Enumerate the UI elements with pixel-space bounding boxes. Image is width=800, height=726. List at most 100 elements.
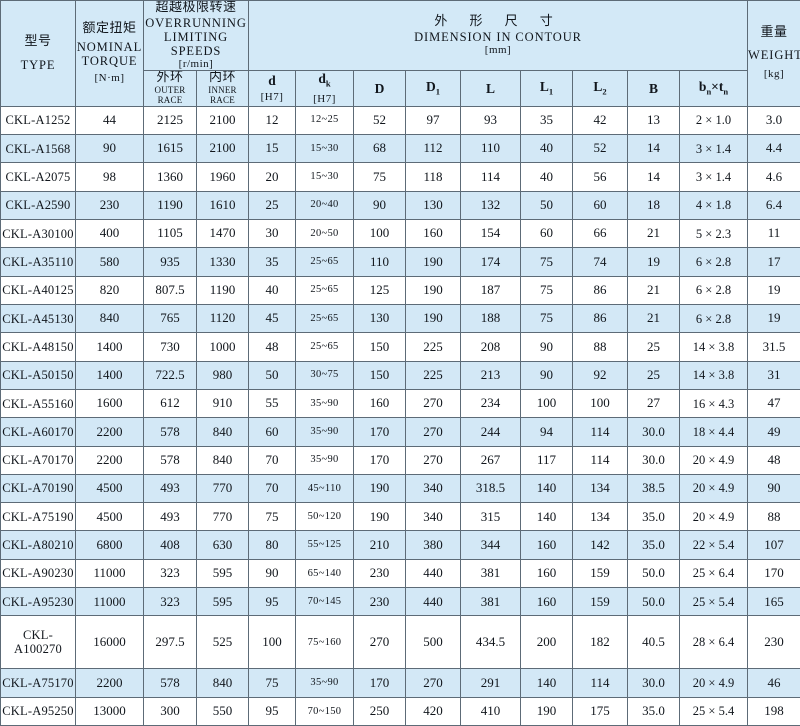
cell-dk: 75~160 bbox=[296, 616, 354, 669]
cell-D1: 440 bbox=[406, 559, 461, 587]
cell-bt: 6 × 2.8 bbox=[680, 276, 748, 304]
cell-d: 80 bbox=[249, 531, 296, 559]
cell-type: CKL-A48150 bbox=[1, 333, 76, 361]
cell-B: 18 bbox=[628, 191, 680, 219]
cell-L2: 159 bbox=[573, 559, 628, 587]
cell-inner: 770 bbox=[197, 474, 249, 502]
cell-D1: 160 bbox=[406, 219, 461, 247]
cell-dk: 25~65 bbox=[296, 304, 354, 332]
cell-outer: 408 bbox=[144, 531, 197, 559]
cell-weight: 4.4 bbox=[748, 134, 800, 162]
cell-inner: 1610 bbox=[197, 191, 249, 219]
cell-weight: 17 bbox=[748, 248, 800, 276]
cell-L1: 40 bbox=[521, 134, 573, 162]
cell-D: 150 bbox=[354, 333, 406, 361]
cell-D: 230 bbox=[354, 588, 406, 616]
cell-dk: 35~90 bbox=[296, 418, 354, 446]
cell-type: CKL-A1252 bbox=[1, 106, 76, 134]
cell-torque: 1400 bbox=[76, 333, 144, 361]
cell-weight: 47 bbox=[748, 389, 800, 417]
cell-D1: 190 bbox=[406, 248, 461, 276]
table-header: 型号 TYPE 额定扭矩 NOMINAL TORQUE [N·m] 超越极限转速… bbox=[1, 1, 800, 107]
header-col-dk-symbol: dk bbox=[296, 71, 353, 89]
cell-L2: 134 bbox=[573, 474, 628, 502]
cell-type: CKL-A1568 bbox=[1, 134, 76, 162]
cell-d: 95 bbox=[249, 588, 296, 616]
cell-D: 270 bbox=[354, 616, 406, 669]
cell-torque: 230 bbox=[76, 191, 144, 219]
cell-inner: 840 bbox=[197, 446, 249, 474]
header-torque: 额定扭矩 NOMINAL TORQUE [N·m] bbox=[76, 1, 144, 107]
cell-torque: 13000 bbox=[76, 697, 144, 726]
cell-d: 30 bbox=[249, 219, 296, 247]
cell-L2: 42 bbox=[573, 106, 628, 134]
cell-L2: 60 bbox=[573, 191, 628, 219]
cell-L1: 160 bbox=[521, 559, 573, 587]
cell-B: 40.5 bbox=[628, 616, 680, 669]
cell-L2: 86 bbox=[573, 304, 628, 332]
header-speeds-en1: OVERRUNNING bbox=[144, 16, 248, 30]
cell-d: 95 bbox=[249, 697, 296, 726]
cell-d: 48 bbox=[249, 333, 296, 361]
cell-outer: 493 bbox=[144, 474, 197, 502]
cell-torque: 11000 bbox=[76, 588, 144, 616]
cell-D1: 225 bbox=[406, 361, 461, 389]
cell-outer: 2125 bbox=[144, 106, 197, 134]
cell-weight: 19 bbox=[748, 276, 800, 304]
cell-L1: 140 bbox=[521, 474, 573, 502]
cell-D: 230 bbox=[354, 559, 406, 587]
cell-D: 210 bbox=[354, 531, 406, 559]
header-torque-unit: [N·m] bbox=[76, 72, 143, 84]
cell-d: 25 bbox=[249, 191, 296, 219]
cell-type: CKL-A95250 bbox=[1, 697, 76, 726]
cell-outer: 935 bbox=[144, 248, 197, 276]
cell-D: 170 bbox=[354, 418, 406, 446]
cell-weight: 170 bbox=[748, 559, 800, 587]
cell-L2: 142 bbox=[573, 531, 628, 559]
cell-L2: 100 bbox=[573, 389, 628, 417]
cell-D: 190 bbox=[354, 503, 406, 531]
cell-D1: 270 bbox=[406, 418, 461, 446]
cell-inner: 595 bbox=[197, 559, 249, 587]
header-col-dk: dk [H7] bbox=[296, 70, 354, 106]
cell-L2: 114 bbox=[573, 418, 628, 446]
header-speeds: 超越极限转速 OVERRUNNING LIMITING SPEEDS [r/mi… bbox=[144, 1, 249, 71]
cell-D1: 97 bbox=[406, 106, 461, 134]
cell-outer: 765 bbox=[144, 304, 197, 332]
cell-B: 21 bbox=[628, 276, 680, 304]
cell-L1: 117 bbox=[521, 446, 573, 474]
cell-bt: 14 × 3.8 bbox=[680, 361, 748, 389]
cell-torque: 2200 bbox=[76, 446, 144, 474]
header-col-d-symbol: d bbox=[249, 73, 295, 88]
cell-type: CKL-A70170 bbox=[1, 446, 76, 474]
cell-inner: 550 bbox=[197, 697, 249, 726]
header-torque-en2: TORQUE bbox=[76, 54, 143, 68]
cell-L1: 50 bbox=[521, 191, 573, 219]
cell-inner: 840 bbox=[197, 669, 249, 697]
cell-dk: 35~90 bbox=[296, 389, 354, 417]
cell-bt: 5 × 2.3 bbox=[680, 219, 748, 247]
header-weight-cn: 重量 bbox=[748, 26, 800, 41]
header-col-L-symbol: L bbox=[461, 81, 520, 96]
cell-B: 19 bbox=[628, 248, 680, 276]
cell-D: 250 bbox=[354, 697, 406, 726]
cell-L: 187 bbox=[461, 276, 521, 304]
header-dimension: 外 形 尺 寸 DIMENSION IN CONTOUR [mm] bbox=[249, 1, 748, 71]
cell-bt: 25 × 5.4 bbox=[680, 588, 748, 616]
header-col-B-symbol: B bbox=[628, 81, 679, 96]
cell-torque: 16000 bbox=[76, 616, 144, 669]
cell-weight: 31.5 bbox=[748, 333, 800, 361]
cell-L: 244 bbox=[461, 418, 521, 446]
cell-torque: 6800 bbox=[76, 531, 144, 559]
cell-B: 21 bbox=[628, 304, 680, 332]
cell-inner: 910 bbox=[197, 389, 249, 417]
cell-inner: 595 bbox=[197, 588, 249, 616]
cell-outer: 578 bbox=[144, 669, 197, 697]
header-col-bt: bn×tn bbox=[680, 70, 748, 106]
